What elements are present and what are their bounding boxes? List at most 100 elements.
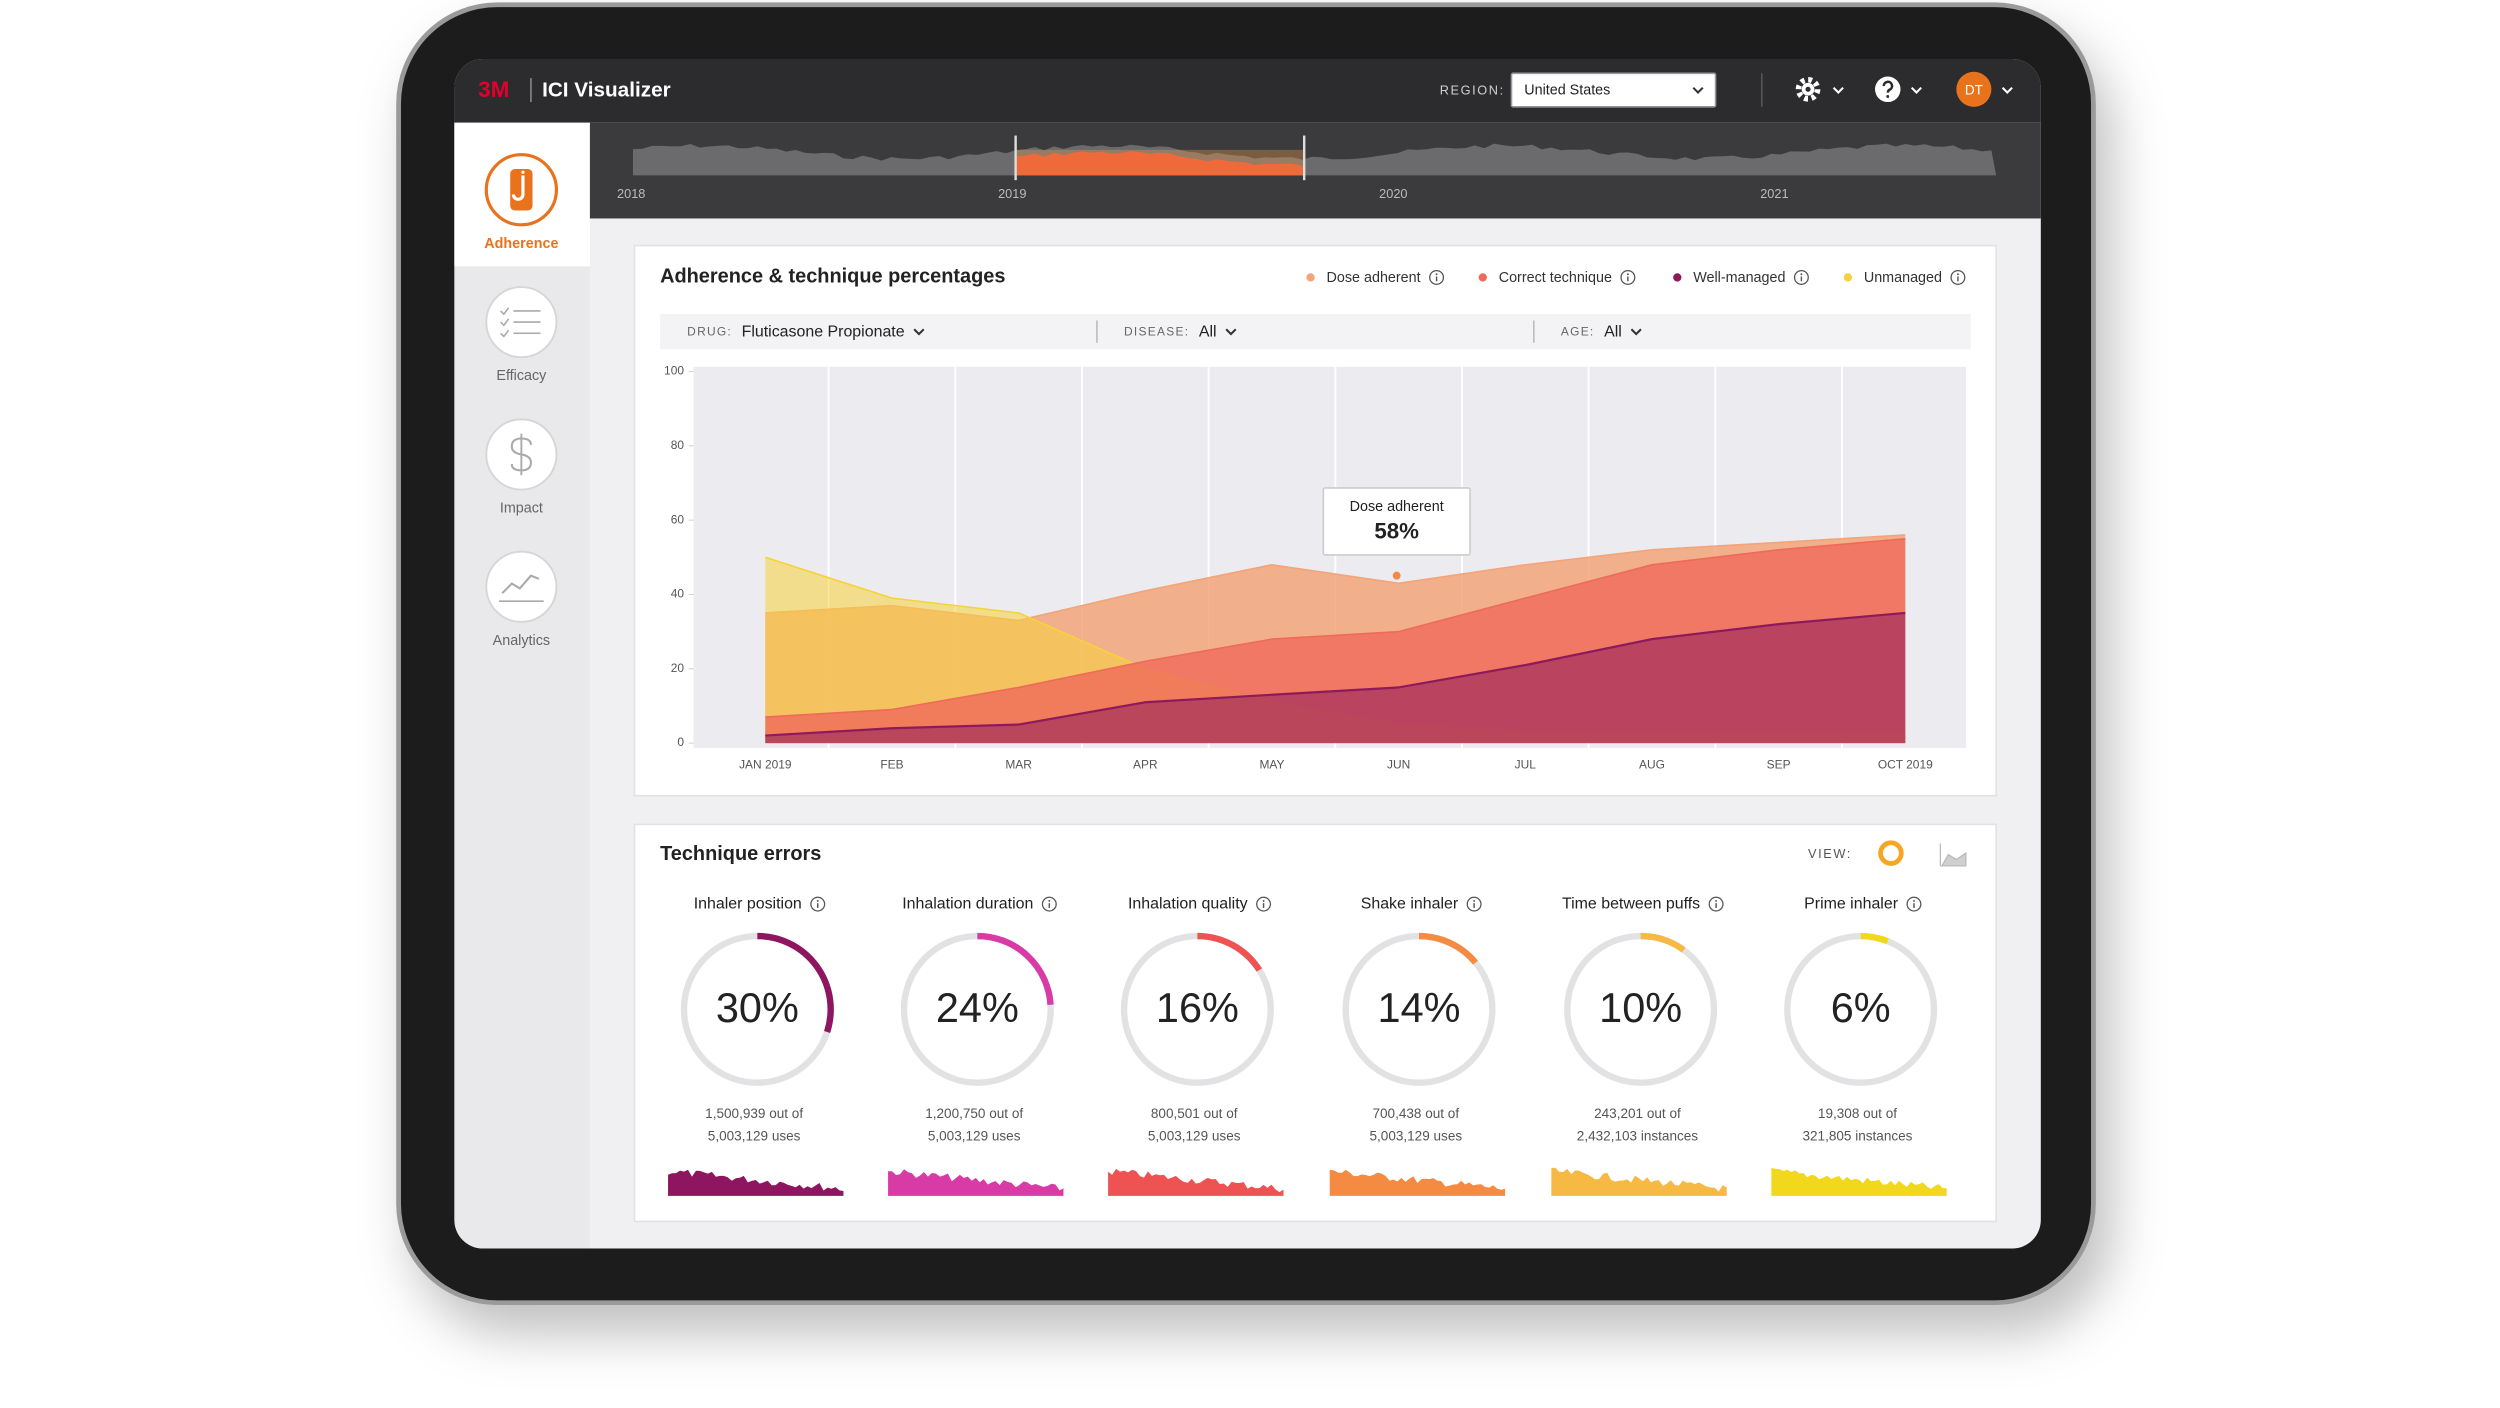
ring-arc <box>757 932 834 1034</box>
error-sparkline <box>1771 1167 1947 1196</box>
error-name: Inhalation quality <box>1128 895 1248 912</box>
error-detail: 5,003,129 uses <box>708 1129 801 1144</box>
filter-bar <box>660 314 1971 350</box>
y-tick-label: 40 <box>671 587 685 601</box>
chevron <box>1630 328 1642 336</box>
region-select[interactable] <box>1510 72 1717 108</box>
legend-swatch <box>1673 273 1682 282</box>
help-button[interactable] <box>1875 76 1922 103</box>
sidebar <box>454 122 590 1249</box>
tooltip-box <box>1322 487 1471 556</box>
x-tick-label: JUN <box>1387 758 1410 772</box>
help-icon <box>1886 95 1890 98</box>
filter-label: DISEASE: <box>1124 325 1189 339</box>
error-name: Inhalation duration <box>902 895 1033 912</box>
x-tick-label: FEB <box>880 758 903 772</box>
region-label: REGION: <box>1440 82 1505 97</box>
info-icon[interactable] <box>1708 896 1724 912</box>
nav-label: Impact <box>500 500 543 516</box>
error-detail: 800,501 out of <box>1151 1106 1238 1121</box>
ring-value: 10% <box>1599 984 1682 1031</box>
view-label: VIEW: <box>1808 846 1852 861</box>
legend-label: Unmanaged <box>1864 270 1942 286</box>
timeline-year: 2020 <box>1379 186 1407 201</box>
timeline-year: 2018 <box>617 186 645 201</box>
icon-glyph <box>511 175 525 201</box>
info-icon[interactable] <box>1950 269 1966 285</box>
error-detail: 5,003,129 uses <box>1148 1129 1241 1144</box>
info-icon <box>816 899 819 902</box>
x-tick-label: JAN 2019 <box>739 758 792 772</box>
info-icon <box>1913 899 1915 902</box>
tooltip: Dose adherent 58% <box>1322 487 1471 580</box>
ring-value: 6% <box>1831 984 1891 1031</box>
error-name: Prime inhaler <box>1804 895 1899 912</box>
nav-item[interactable]: Impact <box>485 418 558 516</box>
error-detail: 243,201 out of <box>1594 1106 1681 1121</box>
info-icon <box>1800 273 1803 276</box>
y-tick-label: 60 <box>671 512 685 526</box>
info-icon[interactable] <box>1429 269 1445 285</box>
ring-value: 14% <box>1378 984 1461 1031</box>
user-menu[interactable]: DT <box>1956 71 2013 107</box>
ring-arc <box>1197 932 1263 972</box>
error-name: Inhaler position <box>694 895 802 912</box>
chevron <box>1692 86 1704 94</box>
legend-label: Correct technique <box>1499 270 1612 286</box>
region-value: United States <box>1524 83 1610 99</box>
info-icon[interactable] <box>1906 896 1922 912</box>
info-icon[interactable] <box>1620 269 1636 285</box>
timeline-year: 2021 <box>1760 186 1788 201</box>
nav-item[interactable]: Efficacy <box>485 286 558 384</box>
info-icon[interactable] <box>1041 896 1057 912</box>
area-line <box>765 538 1906 718</box>
filter-label: AGE: <box>1561 325 1595 339</box>
info-icon <box>1473 899 1476 902</box>
card-title: Technique errors <box>660 843 821 865</box>
error-sparkline <box>1329 1169 1506 1196</box>
info-icon[interactable] <box>810 896 826 912</box>
legend-swatch <box>1478 273 1487 282</box>
filter-value[interactable]: Fluticasone Propionate <box>742 324 905 341</box>
timeline-year: 2019 <box>998 186 1026 201</box>
legend-swatch <box>1306 273 1315 282</box>
error-detail: 5,003,129 uses <box>928 1129 1021 1144</box>
filter-value[interactable]: All <box>1604 324 1622 341</box>
x-tick-label: MAR <box>1005 758 1032 772</box>
nav-label: Efficacy <box>496 368 547 384</box>
info-icon[interactable] <box>1466 896 1482 912</box>
error-detail: 19,308 out of <box>1818 1106 1897 1121</box>
nav-item[interactable]: Analytics <box>485 550 558 649</box>
info-icon[interactable] <box>1793 269 1809 285</box>
error-detail: 2,432,103 instances <box>1577 1129 1698 1144</box>
tooltip-point <box>1392 571 1401 580</box>
area <box>765 612 1906 744</box>
filter-value[interactable]: All <box>1199 324 1217 341</box>
chevron <box>913 328 925 336</box>
x-tick-label: AUG <box>1639 758 1665 772</box>
legend-label: Well-managed <box>1693 270 1785 286</box>
error-detail: 1,200,750 out of <box>925 1106 1023 1121</box>
ring-value: 30% <box>716 984 799 1031</box>
ring-arc <box>1418 932 1478 965</box>
app-title: ICI Visualizer <box>542 78 671 101</box>
view-donut-button[interactable] <box>1878 840 1904 866</box>
nav-item[interactable]: Adherence <box>484 153 558 252</box>
view-area-button[interactable] <box>1939 843 1967 867</box>
nav-label: Adherence <box>484 236 558 252</box>
help-icon <box>1875 76 1901 103</box>
error-name: Shake inhaler <box>1361 895 1459 912</box>
y-tick-label: 80 <box>671 438 685 452</box>
icon-glyph <box>521 170 525 174</box>
info-icon[interactable] <box>1256 896 1272 912</box>
error-name: Time between puffs <box>1562 895 1700 912</box>
ring-value: 24% <box>936 984 1019 1031</box>
icon-glyph <box>500 329 510 338</box>
chevron <box>1225 328 1237 336</box>
info-icon <box>1262 899 1265 902</box>
area-line <box>765 611 1906 737</box>
error-sparkline <box>888 1169 1064 1196</box>
info-icon <box>1435 273 1438 276</box>
settings-button[interactable] <box>1795 76 1844 102</box>
tooltip-label: Dose adherent <box>1350 499 1444 515</box>
